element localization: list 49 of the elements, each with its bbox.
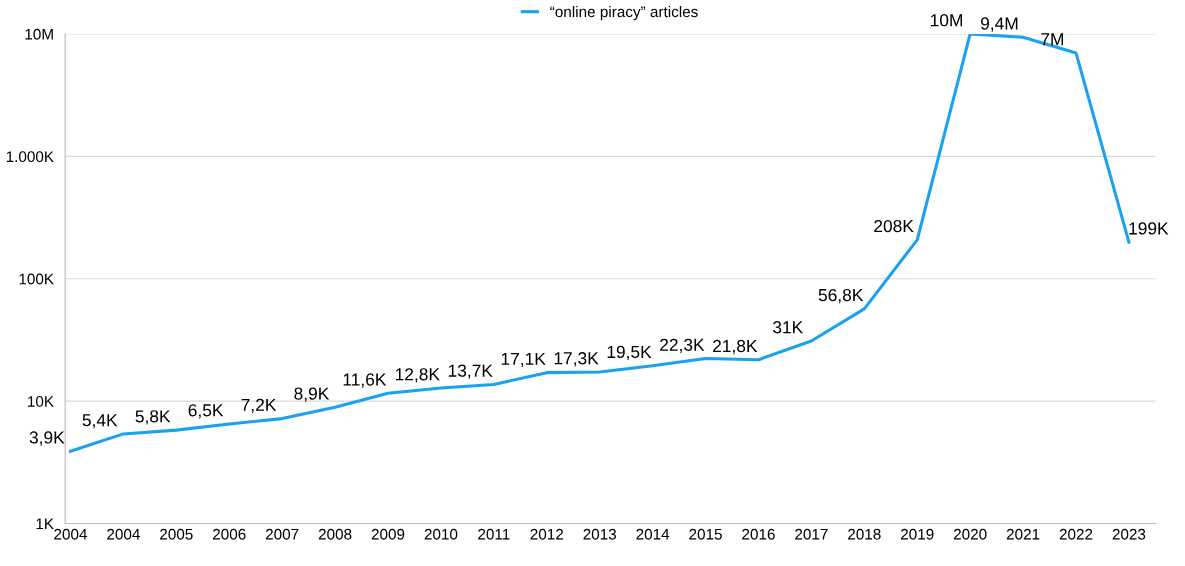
x-tick-label: 2017: [795, 528, 828, 540]
x-tick-label: 2013: [583, 528, 617, 540]
data-label: 13,7K: [448, 364, 493, 379]
data-label: 208K: [874, 219, 914, 233]
data-label: 11,6K: [343, 373, 387, 388]
data-label: 199K: [1129, 222, 1169, 235]
line-series: [68, 33, 1131, 453]
data-label: 5,4K: [82, 414, 118, 429]
data-label: 31K: [772, 321, 804, 334]
data-label: 21,8K: [713, 339, 758, 355]
data-label: 19,5K: [607, 345, 652, 361]
x-tick-label: 2012: [530, 528, 563, 540]
x-tick-label: 2009: [371, 528, 405, 540]
x-tick-label: 2008: [318, 528, 352, 540]
y-tick-label: 10M: [25, 28, 53, 40]
data-label: 17,1K: [501, 352, 546, 368]
data-label: 6,5K: [188, 404, 224, 419]
y-tick-label: 100K: [19, 273, 54, 285]
y-tick-label: 1.000K: [6, 151, 54, 163]
x-tick-label: 2023: [1112, 528, 1146, 540]
x-tick-label: 2007: [265, 528, 299, 540]
data-label: 56,8K: [818, 288, 864, 304]
x-tick-label: 2004: [54, 528, 88, 540]
data-label: 9,4M: [980, 17, 1018, 32]
data-label: 7,2K: [241, 398, 277, 414]
data-label: 17,3K: [554, 352, 599, 367]
data-label: 12,8K: [395, 368, 440, 383]
x-tick-label: 2022: [1059, 528, 1093, 540]
x-tick-label: 2018: [848, 528, 881, 540]
x-tick-label: 2015: [689, 528, 722, 540]
x-tick-label: 2005: [160, 528, 193, 540]
data-label: 3,9K: [29, 431, 65, 446]
y-tick-label: 1K: [36, 518, 54, 530]
x-tick-label: 2019: [901, 528, 934, 540]
x-tick-label: 2016: [742, 528, 775, 540]
data-label: 5,8K: [135, 410, 171, 425]
x-tick-label: 2020: [953, 528, 987, 540]
y-tick-label: 10K: [28, 396, 54, 407]
x-tick-label: 2010: [424, 528, 458, 540]
x-tick-label: 2006: [213, 528, 246, 540]
x-tick-label: 2014: [636, 528, 670, 540]
data-label: 22,3K: [660, 338, 705, 353]
x-tick-label: 2021: [1006, 528, 1040, 540]
data-label: 7M: [1041, 33, 1064, 46]
data-label: 8,9K: [294, 387, 330, 402]
x-tick-label: 2011: [478, 528, 510, 540]
data-label: 10M: [930, 14, 962, 27]
legend-label: “online piracy” articles: [550, 5, 698, 21]
x-tick-label: 2004: [107, 528, 140, 540]
